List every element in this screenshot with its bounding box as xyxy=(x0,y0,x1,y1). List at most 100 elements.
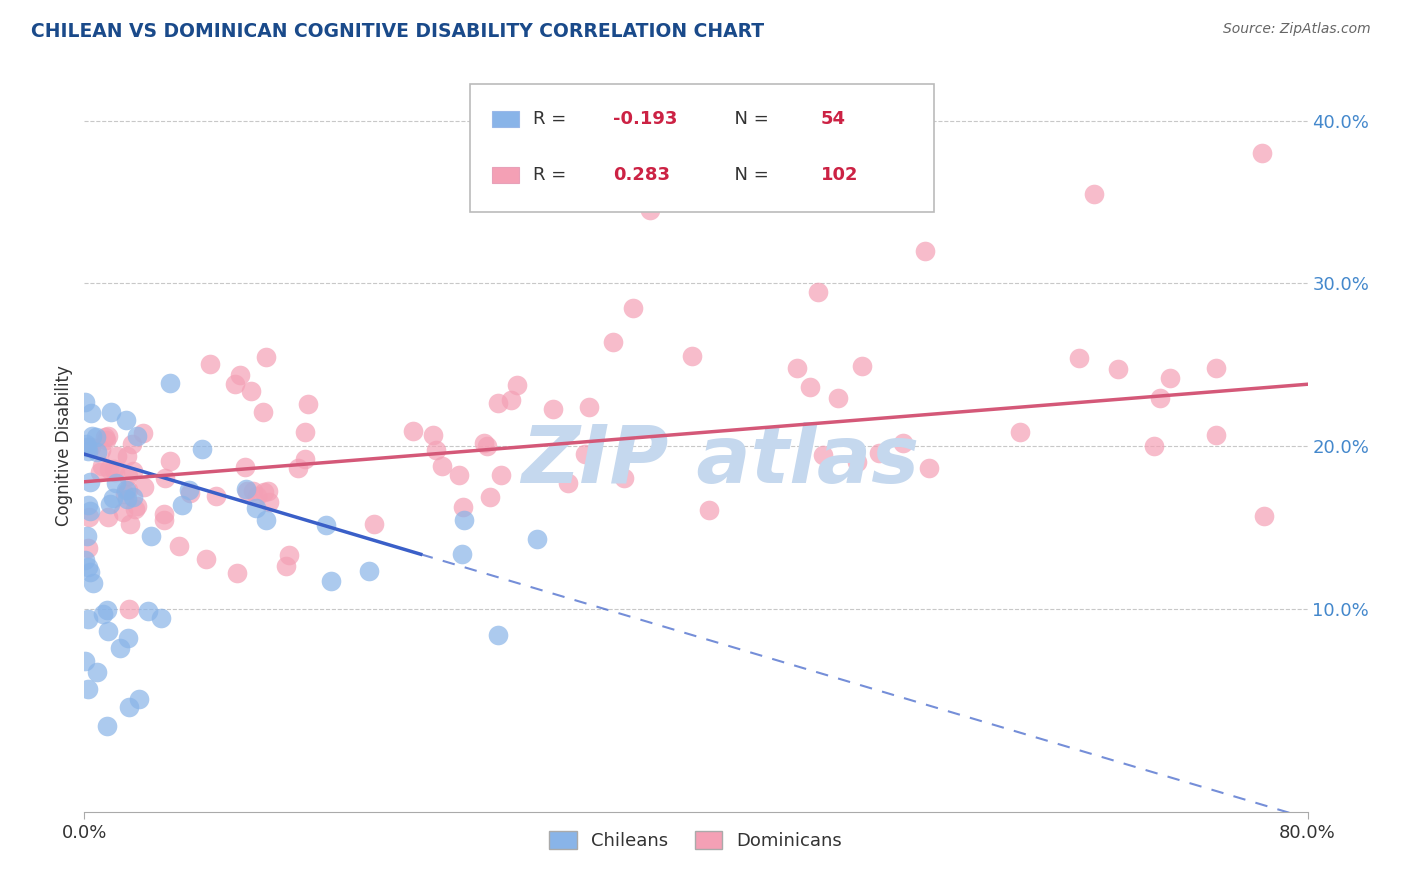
Point xyxy=(294,452,316,467)
Point xyxy=(602,335,624,350)
Point xyxy=(297,396,319,410)
Text: N =: N = xyxy=(723,110,775,128)
Point xyxy=(77,541,100,555)
Point xyxy=(425,442,447,457)
Point xyxy=(96,718,118,732)
Point xyxy=(97,429,120,443)
Point xyxy=(80,440,103,454)
Point xyxy=(94,430,117,444)
Point xyxy=(451,500,474,515)
Point xyxy=(131,426,153,441)
Point xyxy=(274,558,297,573)
Point xyxy=(124,502,146,516)
Point xyxy=(103,462,125,476)
Point xyxy=(472,435,495,450)
Point xyxy=(256,350,278,364)
Point xyxy=(1250,146,1272,161)
Point xyxy=(486,396,509,410)
Point xyxy=(121,464,143,478)
Point xyxy=(252,405,274,419)
Point xyxy=(108,640,131,655)
Point xyxy=(1149,391,1171,405)
Point xyxy=(76,559,98,574)
Point xyxy=(478,490,501,504)
Point xyxy=(155,471,177,485)
Point xyxy=(453,513,475,527)
Point xyxy=(98,497,121,511)
Point xyxy=(357,564,380,578)
Point xyxy=(117,491,139,506)
Point xyxy=(170,498,193,512)
Point xyxy=(76,529,98,543)
Point xyxy=(117,483,139,498)
Text: ZIP atlas: ZIP atlas xyxy=(522,422,920,500)
Point xyxy=(254,513,277,527)
Point xyxy=(1205,427,1227,442)
Legend: Chileans, Dominicans: Chileans, Dominicans xyxy=(543,823,849,857)
Point xyxy=(229,368,252,383)
Point xyxy=(191,442,214,457)
Bar xyxy=(470,84,935,212)
Point xyxy=(914,244,936,258)
Point xyxy=(115,483,138,497)
Point xyxy=(259,495,281,509)
Point xyxy=(807,285,830,299)
Point xyxy=(235,459,257,474)
Text: Source: ZipAtlas.com: Source: ZipAtlas.com xyxy=(1223,22,1371,37)
Point xyxy=(1010,425,1032,439)
Point xyxy=(578,400,600,414)
Point xyxy=(77,510,100,524)
Point xyxy=(96,603,118,617)
Point xyxy=(697,502,720,516)
Point xyxy=(451,547,474,561)
Point xyxy=(638,203,661,218)
Point xyxy=(93,607,115,622)
Point xyxy=(363,516,385,531)
Point xyxy=(73,553,96,567)
Point xyxy=(136,604,159,618)
Point xyxy=(75,437,97,451)
Bar xyxy=(492,111,519,127)
Point xyxy=(257,483,280,498)
Point xyxy=(501,392,523,407)
Point xyxy=(681,350,703,364)
Point xyxy=(1205,361,1227,376)
Point xyxy=(159,376,181,390)
Point xyxy=(242,484,264,499)
Point xyxy=(100,405,122,419)
Point xyxy=(236,483,259,498)
Point xyxy=(245,489,267,503)
Point xyxy=(86,445,108,459)
Point xyxy=(153,507,176,521)
Point xyxy=(1159,371,1181,385)
Point xyxy=(245,501,267,516)
Point xyxy=(77,498,100,512)
Point xyxy=(557,476,579,491)
Point xyxy=(101,491,124,505)
Y-axis label: Cognitive Disability: Cognitive Disability xyxy=(55,366,73,526)
Point xyxy=(86,665,108,679)
Point xyxy=(97,510,120,524)
Point xyxy=(132,480,155,494)
Point xyxy=(319,574,342,588)
Text: CHILEAN VS DOMINICAN COGNITIVE DISABILITY CORRELATION CHART: CHILEAN VS DOMINICAN COGNITIVE DISABILIT… xyxy=(31,22,763,41)
Point xyxy=(73,394,96,409)
Point xyxy=(82,576,104,591)
Point xyxy=(77,682,100,697)
Point xyxy=(80,428,103,442)
Point xyxy=(851,359,873,374)
Point xyxy=(91,458,114,473)
Point xyxy=(287,461,309,475)
Point xyxy=(73,654,96,668)
Point xyxy=(97,624,120,639)
Point xyxy=(1107,362,1129,376)
Bar xyxy=(492,168,519,184)
Point xyxy=(1143,438,1166,452)
Text: N =: N = xyxy=(723,167,775,185)
Point xyxy=(79,504,101,518)
Point xyxy=(846,455,869,469)
Point xyxy=(76,441,98,455)
Point xyxy=(127,499,149,513)
Point xyxy=(117,631,139,645)
Point xyxy=(98,462,121,476)
